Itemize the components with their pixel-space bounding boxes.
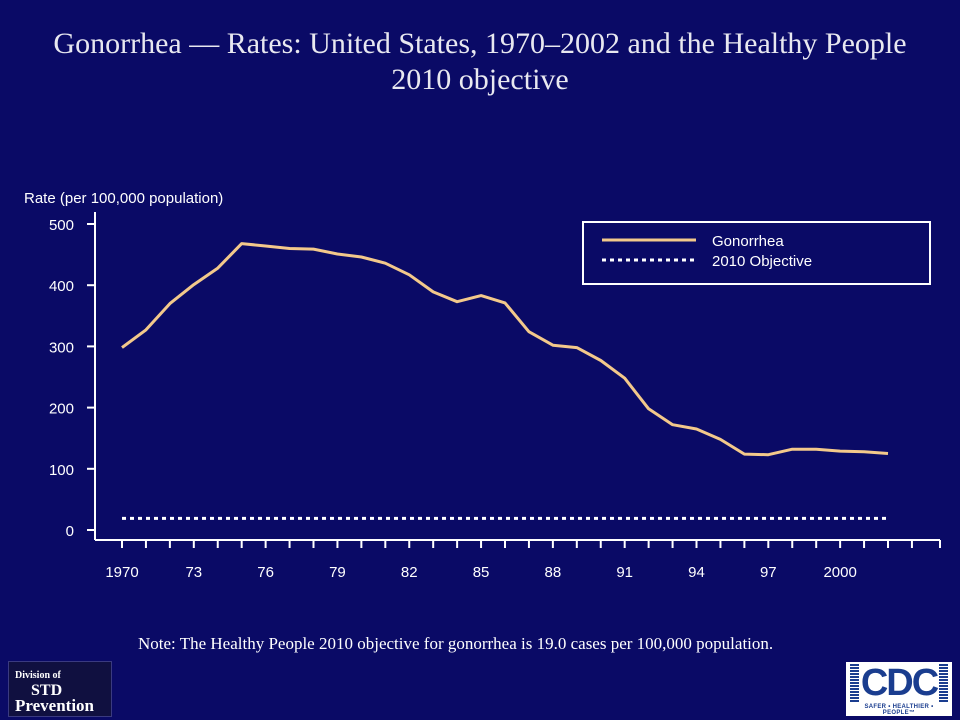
y-tick-label: 200 (49, 401, 74, 418)
x-tick-label: 1970 (105, 564, 138, 581)
x-tick-label: 85 (473, 564, 490, 581)
x-tick-label: 82 (401, 564, 418, 581)
std-logo-line1: Division of (15, 670, 61, 681)
cdc-logo-tagline: SAFER • HEALTHIER • PEOPLE™ (864, 704, 934, 716)
std-prevention-logo: Division of STD Prevention (8, 661, 112, 717)
x-tick-label: 94 (688, 564, 705, 581)
legend-label-objective: 2010 Objective (712, 253, 812, 270)
cdc-logo: CDC SAFER • HEALTHIER • PEOPLE™ (846, 662, 952, 716)
chart-axes: Rate (per 100,000 population) 0 100 200 300 4… (24, 190, 941, 581)
page-title: Gonorrhea — Rates: United States, 1970–2… (53, 27, 907, 96)
x-tick-label: 91 (616, 564, 633, 581)
x-tick-label: 97 (760, 564, 777, 581)
x-tick-label: 2000 (823, 564, 856, 581)
series-line-gonorrhea (121, 242, 889, 457)
x-tick-label: 73 (185, 564, 202, 581)
chart-legend: Gonorrhea 2010 Objective (582, 221, 931, 285)
x-tick-label: 79 (329, 564, 346, 581)
legend-box (582, 221, 931, 285)
legend-label-gonorrhea: Gonorrhea (712, 233, 784, 250)
std-logo-line3: Prevention (15, 696, 95, 715)
chart: Rate (per 100,000 population) 0 100 200 300 4… (24, 190, 941, 581)
std-logo-line2: STD (31, 682, 63, 699)
y-tick-label: 300 (49, 339, 74, 356)
chart-plot-area (121, 242, 889, 520)
x-tick-label: 88 (545, 564, 562, 581)
y-axis-label: Rate (per 100,000 population) (24, 190, 223, 207)
y-tick-label: 0 (66, 523, 74, 540)
cdc-logo-text: CDC (858, 662, 939, 704)
y-tick-label: 100 (49, 462, 74, 479)
x-tick-label: 76 (257, 564, 274, 581)
y-tick-label: 400 (49, 278, 74, 295)
y-tick-label: 500 (49, 217, 74, 234)
footnote: Note: The Healthy People 2010 objective … (138, 634, 774, 653)
cdc-logo-mark: CDC (850, 662, 948, 704)
